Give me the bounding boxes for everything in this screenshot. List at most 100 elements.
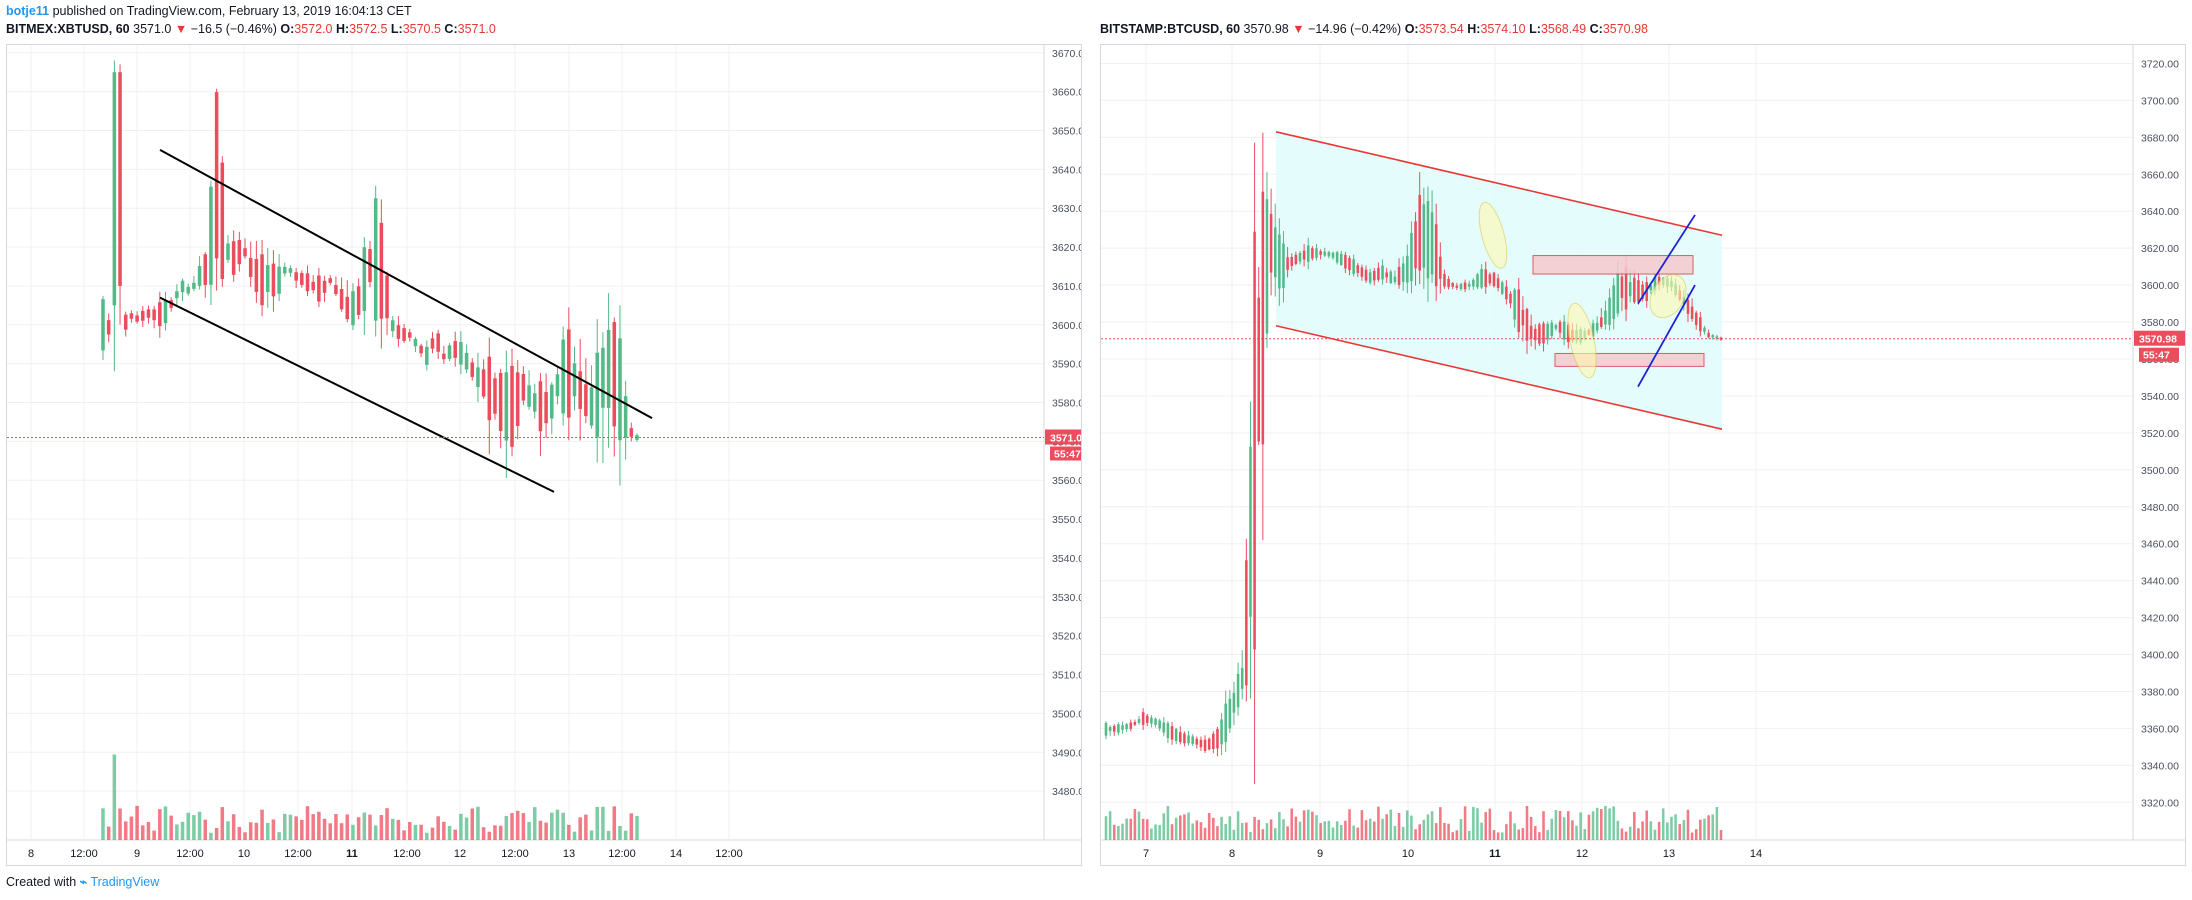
candle-body (1426, 201, 1430, 279)
candle-body (1430, 212, 1434, 275)
volume-bar (1121, 823, 1124, 840)
candle-body (214, 92, 219, 259)
right-high: 3574.10 (1480, 22, 1526, 36)
volume-bar (1389, 809, 1393, 840)
candle-body (209, 186, 213, 285)
volume-bar (515, 810, 520, 840)
volume-bar (1616, 820, 1620, 840)
candle-body (1542, 323, 1545, 344)
right-change: −14.96 (−0.42%) (1308, 22, 1402, 36)
candle-body (1269, 213, 1273, 273)
candle-body (1406, 255, 1409, 283)
candle-body (186, 286, 190, 294)
author-name[interactable]: botje11 (6, 4, 50, 18)
candle-body (408, 332, 412, 338)
candle-body (1199, 739, 1203, 748)
left-chart[interactable]: 3670.0 3660.0 3650.0 3640.0 3630.0 3620.0 3610… (7, 45, 1090, 865)
x-tick-label: 8 (28, 848, 34, 860)
volume-bar (1236, 811, 1240, 840)
candle-body (1624, 266, 1628, 310)
candle-body (1393, 276, 1397, 283)
volume-bar (487, 831, 492, 840)
right-chart-panel[interactable]: 3720.00 3700.00 3680.00 3660.00 3640.00 3620.… (1100, 44, 2186, 866)
candle-body (1637, 280, 1640, 302)
volume-bar (1150, 828, 1153, 840)
x-tick-label: 12:00 (501, 848, 529, 860)
candle-body (1158, 720, 1161, 729)
volume-bar (237, 826, 242, 840)
y-tick-label: 3400.00 (2141, 650, 2179, 662)
volume-bar (1571, 820, 1574, 840)
candle-body (1484, 269, 1488, 288)
volume-bar (1439, 807, 1442, 840)
y-tick-label: 3480.0 (1052, 786, 1081, 798)
volume-bar (1117, 826, 1120, 840)
left-symbol: BITMEX:XBTUSD (6, 22, 109, 36)
x-tick-label: 11 (1489, 848, 1501, 860)
candle-body (163, 299, 168, 324)
volume-bar (1496, 832, 1500, 840)
volume-bar (373, 825, 378, 840)
left-last: 3571.0 (133, 22, 172, 36)
volume-bar (1179, 815, 1182, 840)
volume-bar (146, 821, 151, 840)
right-chart[interactable]: 3720.00 3700.00 3680.00 3660.00 3640.00 3620.… (1101, 45, 2185, 865)
left-high: 3572.5 (349, 22, 388, 36)
candle-body (1401, 263, 1405, 282)
volume-bar (1306, 809, 1310, 840)
candle-body (1224, 703, 1227, 742)
candle-body (226, 243, 230, 260)
y-tick-label: 3480.00 (2141, 502, 2179, 514)
candle-body (368, 249, 372, 283)
candle-body (515, 372, 520, 426)
candle-body (538, 381, 543, 432)
x-tick-label: 12:00 (608, 848, 636, 860)
candle-body (334, 285, 338, 295)
candle-body (436, 333, 440, 352)
candle-body (271, 263, 276, 297)
volume-bar (1533, 826, 1537, 840)
candle-body (487, 356, 492, 421)
volume-bar (1488, 808, 1492, 840)
candle-body (606, 329, 611, 408)
volume-bar (1265, 823, 1269, 840)
volume-bar (368, 814, 372, 840)
candle-body (425, 346, 429, 365)
candle-body (1521, 309, 1525, 326)
volume-bar (532, 807, 537, 840)
left-low: 3570.5 (402, 22, 441, 36)
volume-bar (1674, 814, 1677, 840)
volume-bar (362, 812, 367, 840)
candle-body (1286, 257, 1289, 270)
volume-bar (1517, 829, 1521, 840)
volume-bar (1104, 816, 1108, 840)
volume-bar (1302, 810, 1306, 840)
candle-body (192, 282, 196, 289)
candle-body (1467, 283, 1471, 287)
candle-body (1290, 257, 1294, 266)
volume-bar (322, 818, 327, 840)
volume-bar (180, 821, 185, 840)
volume-bar (226, 821, 230, 840)
candle-body (1150, 717, 1153, 724)
volume-bar (1207, 812, 1211, 840)
candle-body (1352, 259, 1355, 274)
volume-bar (243, 832, 247, 840)
candle-body (527, 385, 531, 407)
volume-bar (1331, 827, 1335, 840)
volume-bar (606, 830, 611, 840)
left-chart-panel[interactable]: 3670.0 3660.0 3650.0 3640.0 3630.0 3620.0 3610… (6, 44, 1090, 866)
volume-bar (197, 811, 202, 840)
tradingview-link[interactable]: TradingView (90, 875, 160, 889)
x-tick-label: 12:00 (393, 848, 421, 860)
volume-bar (101, 808, 105, 840)
candle-body (1538, 324, 1541, 344)
candle-body (1591, 323, 1595, 337)
candle-body (561, 339, 565, 414)
y-tick-label: 3600.00 (2141, 280, 2179, 292)
volume-bar (1624, 831, 1628, 840)
volume-bar (1348, 809, 1351, 840)
volume-bar (1174, 817, 1178, 840)
candle-body (106, 320, 111, 335)
candle-body (1236, 673, 1240, 708)
